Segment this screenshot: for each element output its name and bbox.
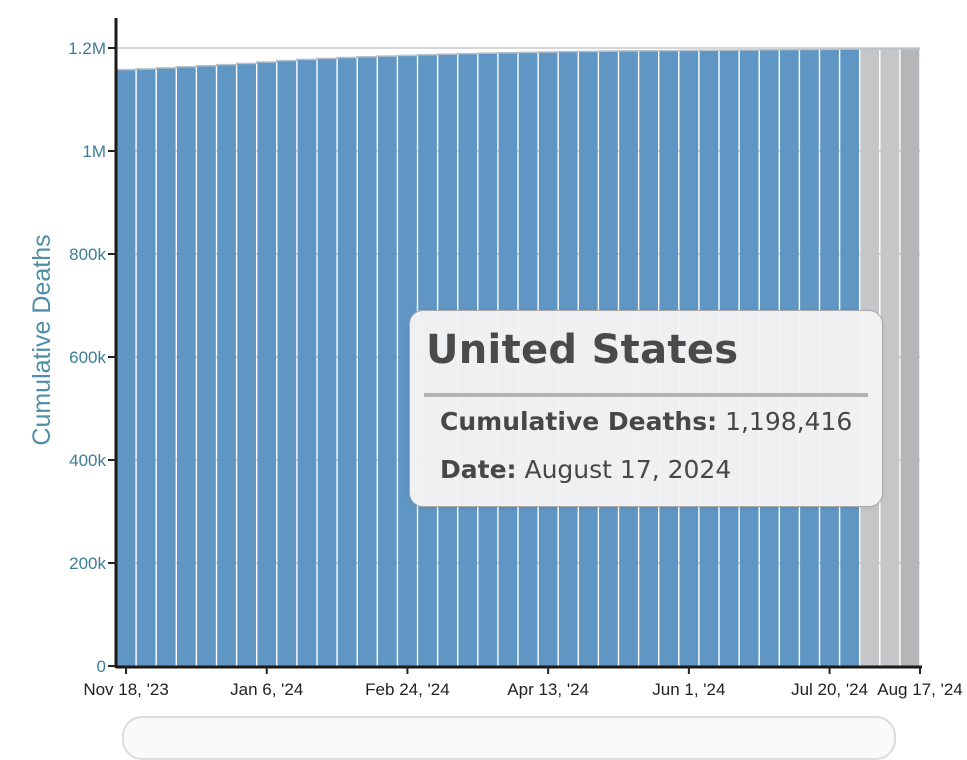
bottom-control[interactable] bbox=[122, 716, 896, 760]
bar-2024-02-17[interactable] bbox=[378, 56, 397, 667]
tooltip-value: August 17, 2024 bbox=[524, 455, 732, 484]
bar-2024-01-06[interactable] bbox=[257, 62, 277, 667]
area-top-edge bbox=[116, 48, 920, 71]
x-axis-ticks: Nov 18, '23 Jan 6, '24 Feb 24, '24 Apr 13, … bbox=[83, 666, 963, 699]
y-axis-ticks: 0 200k 400k 600k 800k 1M 1.2M bbox=[68, 39, 116, 676]
bar-2023-12-16[interactable] bbox=[197, 65, 216, 666]
bar-2023-11-18[interactable] bbox=[116, 69, 136, 666]
bar-2023-11-25[interactable] bbox=[136, 68, 156, 667]
bar-2024-02-24[interactable] bbox=[398, 55, 417, 666]
x-tick-label: Nov 18, '23 bbox=[83, 680, 168, 699]
x-tick-label: Aug 17, '24 bbox=[877, 680, 962, 699]
bar-2024-08-17[interactable] bbox=[900, 48, 920, 667]
bar-2024-01-27[interactable] bbox=[317, 58, 337, 666]
bar-2024-08-10[interactable] bbox=[880, 48, 900, 666]
hover-tooltip: United States Cumulative Deaths: 1,198,4… bbox=[409, 310, 883, 507]
tooltip-value: 1,198,416 bbox=[725, 407, 853, 436]
tooltip-key: Date: bbox=[440, 455, 517, 484]
y-tick-label: 1M bbox=[82, 142, 106, 161]
y-tick-label: 1.2M bbox=[68, 39, 106, 58]
y-tick-label: 0 bbox=[97, 657, 106, 676]
y-tick-label: 600k bbox=[69, 348, 106, 367]
tooltip-key: Cumulative Deaths: bbox=[440, 407, 718, 436]
bar-2023-12-02[interactable] bbox=[156, 67, 176, 666]
x-tick-label: Jun 1, '24 bbox=[652, 680, 725, 699]
x-tick-label: Apr 13, '24 bbox=[507, 680, 589, 699]
tooltip-title: United States bbox=[426, 327, 739, 373]
bar-2024-02-03[interactable] bbox=[337, 57, 357, 666]
y-tick-label: 200k bbox=[69, 554, 106, 573]
tooltip-divider bbox=[424, 393, 868, 397]
bar-2024-01-20[interactable] bbox=[297, 59, 317, 667]
y-tick-label: 800k bbox=[69, 245, 106, 264]
axes bbox=[114, 18, 922, 669]
bar-2024-01-13[interactable] bbox=[277, 60, 297, 667]
x-tick-label: Feb 24, '24 bbox=[365, 680, 450, 699]
bar-2023-12-09[interactable] bbox=[177, 66, 196, 667]
bar-2024-02-10[interactable] bbox=[357, 56, 377, 666]
tooltip-row-date: Date: August 17, 2024 bbox=[440, 455, 731, 484]
y-tick-label: 400k bbox=[69, 451, 106, 470]
bar-2023-12-23[interactable] bbox=[217, 64, 236, 666]
x-tick-label: Jan 6, '24 bbox=[230, 680, 303, 699]
tooltip-row-deaths: Cumulative Deaths: 1,198,416 bbox=[440, 407, 852, 436]
y-axis-label: Cumulative Deaths bbox=[28, 234, 56, 445]
bar-2023-12-30[interactable] bbox=[237, 63, 256, 667]
x-tick-label: Jul 20, '24 bbox=[791, 680, 868, 699]
